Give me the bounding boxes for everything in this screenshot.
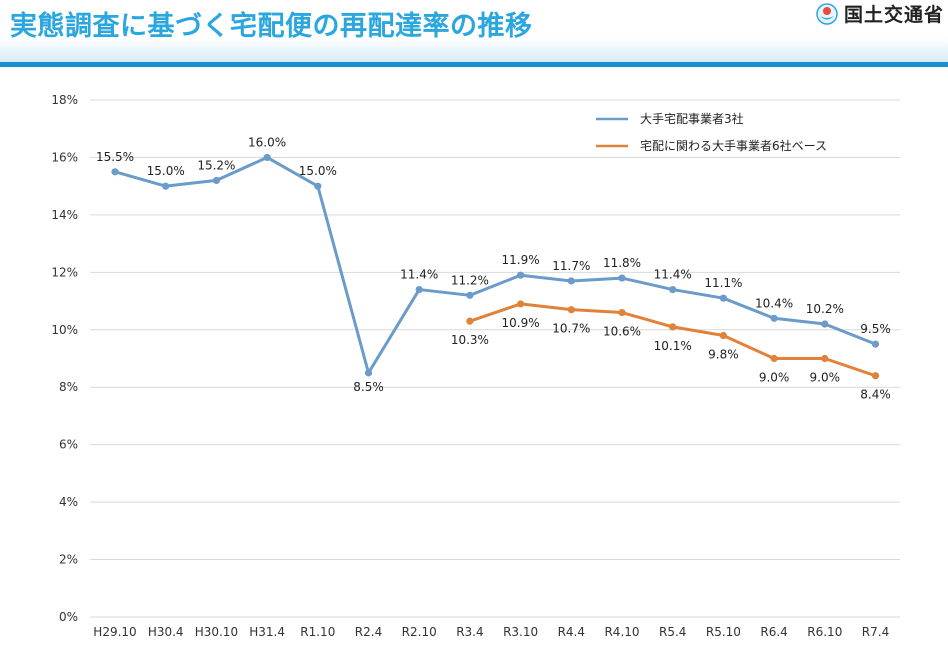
x-tick-label: R6.10 bbox=[807, 625, 842, 639]
data-label: 8.4% bbox=[860, 388, 891, 402]
header-band bbox=[0, 38, 948, 62]
data-point bbox=[466, 291, 474, 299]
data-label: 9.8% bbox=[708, 348, 739, 362]
data-point bbox=[821, 320, 829, 328]
data-point bbox=[871, 340, 880, 348]
data-label: 11.8% bbox=[603, 256, 641, 270]
ministry-logo-icon bbox=[816, 2, 838, 25]
data-point bbox=[618, 308, 626, 317]
x-tick-label: R4.10 bbox=[604, 625, 639, 639]
data-label: 10.9% bbox=[502, 316, 540, 330]
data-label: 16.0% bbox=[248, 135, 286, 149]
data-point bbox=[263, 153, 271, 162]
data-label: 11.2% bbox=[451, 273, 489, 287]
y-tick-label: 4% bbox=[59, 495, 78, 509]
data-point bbox=[517, 300, 525, 308]
data-point bbox=[314, 182, 322, 190]
data-label: 9.5% bbox=[860, 322, 891, 336]
legend-label: 大手宅配事業者3社 bbox=[640, 111, 744, 126]
data-label: 15.2% bbox=[197, 158, 235, 172]
x-tick-label: R3.10 bbox=[503, 625, 538, 639]
data-label: 10.6% bbox=[603, 325, 641, 339]
data-label: 11.1% bbox=[704, 276, 742, 290]
data-point bbox=[415, 285, 423, 294]
x-tick-label: R5.4 bbox=[659, 625, 686, 639]
page-title: 実態調査に基づく宅配便の再配達率の推移 bbox=[10, 11, 533, 42]
data-point bbox=[567, 306, 575, 314]
data-label: 10.4% bbox=[755, 296, 793, 310]
data-point bbox=[364, 369, 373, 377]
data-label: 10.2% bbox=[806, 302, 844, 316]
y-tick-label: 18% bbox=[51, 93, 78, 107]
y-tick-label: 12% bbox=[51, 265, 78, 279]
series-line bbox=[113, 155, 877, 375]
x-tick-label: H31.4 bbox=[249, 625, 285, 639]
header-rule bbox=[0, 62, 948, 67]
brand-logo: 国土交通省 bbox=[816, 0, 944, 27]
brand-name: 国土交通省 bbox=[843, 4, 944, 26]
data-label: 8.5% bbox=[353, 380, 384, 394]
data-point bbox=[719, 331, 728, 340]
y-tick-label: 10% bbox=[51, 323, 78, 337]
data-label: 10.3% bbox=[451, 333, 489, 347]
data-label: 10.1% bbox=[654, 339, 692, 353]
x-tick-label: R5.10 bbox=[706, 625, 741, 639]
data-label: 15.0% bbox=[299, 164, 337, 178]
data-point bbox=[466, 317, 474, 325]
x-tick-label: H29.10 bbox=[93, 625, 136, 639]
data-point bbox=[618, 274, 626, 282]
y-tick-label: 16% bbox=[51, 150, 78, 164]
y-tick-label: 14% bbox=[51, 208, 78, 222]
data-point bbox=[669, 323, 677, 331]
x-tick-label: R2.4 bbox=[355, 625, 382, 639]
x-tick-label: R2.10 bbox=[402, 625, 437, 639]
x-tick-label: H30.10 bbox=[195, 625, 238, 639]
y-tick-label: 8% bbox=[59, 380, 78, 394]
data-label: 11.4% bbox=[400, 268, 438, 282]
data-label: 10.7% bbox=[552, 322, 590, 336]
y-tick-label: 6% bbox=[59, 438, 78, 452]
x-tick-label: R1.10 bbox=[300, 625, 335, 639]
data-label: 11.7% bbox=[552, 259, 590, 273]
data-label: 11.4% bbox=[654, 268, 692, 282]
data-point bbox=[111, 168, 119, 176]
x-tick-label: R3.4 bbox=[456, 625, 483, 639]
data-point bbox=[719, 294, 728, 302]
data-label: 9.0% bbox=[759, 371, 790, 385]
x-tick-label: R6.4 bbox=[760, 625, 787, 639]
data-point bbox=[162, 182, 170, 190]
data-label: 11.9% bbox=[502, 253, 540, 267]
data-point bbox=[669, 285, 677, 294]
x-tick-label: R4.4 bbox=[558, 625, 585, 639]
data-point bbox=[212, 176, 220, 185]
data-point bbox=[770, 354, 778, 363]
x-tick-label: R7.4 bbox=[862, 625, 889, 639]
data-label: 9.0% bbox=[810, 371, 841, 385]
data-label: 15.5% bbox=[96, 150, 134, 164]
data-point bbox=[770, 314, 778, 322]
data-label: 15.0% bbox=[147, 164, 185, 178]
y-tick-label: 2% bbox=[59, 553, 78, 567]
data-point bbox=[517, 271, 525, 279]
data-point bbox=[871, 372, 880, 380]
legend-label: 宅配に関わる大手事業者6社ベース bbox=[640, 138, 827, 153]
data-point bbox=[821, 354, 829, 363]
y-tick-label: 0% bbox=[59, 610, 78, 624]
x-tick-label: H30.4 bbox=[148, 625, 184, 639]
data-point bbox=[567, 277, 575, 285]
